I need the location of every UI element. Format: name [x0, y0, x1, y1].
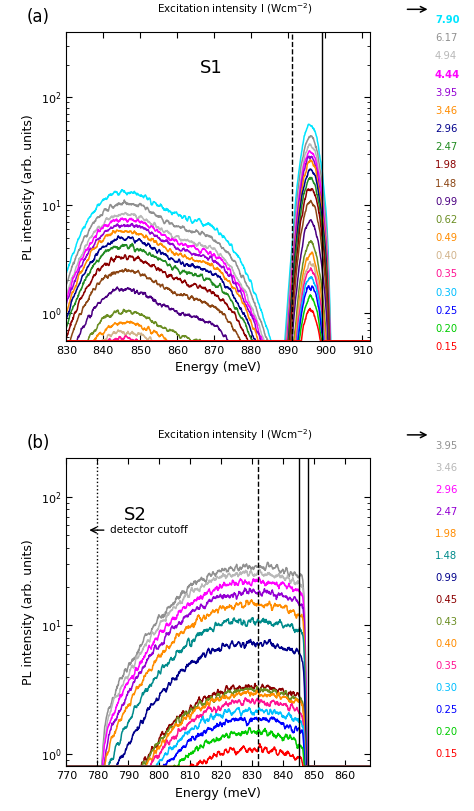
- Text: (a): (a): [27, 8, 50, 26]
- Text: 7.90: 7.90: [435, 15, 459, 25]
- Text: 6.17: 6.17: [435, 33, 457, 43]
- Text: 0.20: 0.20: [435, 324, 457, 334]
- Text: 0.20: 0.20: [435, 727, 457, 737]
- Text: 0.15: 0.15: [435, 749, 457, 759]
- X-axis label: Energy (meV): Energy (meV): [175, 787, 261, 800]
- Text: 0.25: 0.25: [435, 705, 457, 715]
- Text: 0.45: 0.45: [435, 594, 457, 605]
- Text: S1: S1: [200, 58, 223, 76]
- Text: 0.99: 0.99: [435, 573, 457, 583]
- Text: 0.43: 0.43: [435, 617, 457, 627]
- Text: 0.62: 0.62: [435, 215, 457, 225]
- Text: 1.98: 1.98: [435, 161, 457, 170]
- Text: 0.25: 0.25: [435, 306, 457, 315]
- Text: 0.40: 0.40: [435, 251, 457, 261]
- Text: 0.35: 0.35: [435, 269, 457, 279]
- Text: 3.95: 3.95: [435, 88, 457, 98]
- Text: 3.46: 3.46: [435, 106, 457, 116]
- Text: 2.47: 2.47: [435, 142, 457, 152]
- Text: 0.15: 0.15: [435, 342, 457, 352]
- Text: 3.46: 3.46: [435, 463, 457, 473]
- Text: 2.96: 2.96: [435, 124, 457, 134]
- Text: 4.94: 4.94: [435, 51, 457, 62]
- Text: S2: S2: [124, 506, 147, 524]
- Text: 3.95: 3.95: [435, 440, 457, 451]
- Text: 2.96: 2.96: [435, 485, 457, 495]
- Text: 0.30: 0.30: [435, 288, 457, 298]
- Text: 0.40: 0.40: [435, 639, 457, 649]
- Text: Excitation intensity I (Wcm$^{-2}$): Excitation intensity I (Wcm$^{-2}$): [157, 2, 313, 17]
- X-axis label: Energy (meV): Energy (meV): [175, 361, 261, 374]
- Text: 4.44: 4.44: [435, 70, 460, 79]
- Text: 1.98: 1.98: [435, 529, 457, 539]
- Text: (b): (b): [27, 434, 50, 452]
- Text: detector cutoff: detector cutoff: [109, 525, 187, 535]
- Text: 0.35: 0.35: [435, 661, 457, 671]
- Text: 1.48: 1.48: [435, 551, 457, 561]
- Text: 0.49: 0.49: [435, 233, 457, 243]
- Text: 2.47: 2.47: [435, 507, 457, 517]
- Y-axis label: PL intensity (arb. units): PL intensity (arb. units): [22, 114, 35, 260]
- Y-axis label: PL intensity (arb. units): PL intensity (arb. units): [22, 539, 35, 685]
- Text: Excitation intensity I (Wcm$^{-2}$): Excitation intensity I (Wcm$^{-2}$): [157, 427, 313, 443]
- Text: 1.48: 1.48: [435, 178, 457, 188]
- Text: 0.99: 0.99: [435, 197, 457, 207]
- Text: 0.30: 0.30: [435, 683, 457, 693]
